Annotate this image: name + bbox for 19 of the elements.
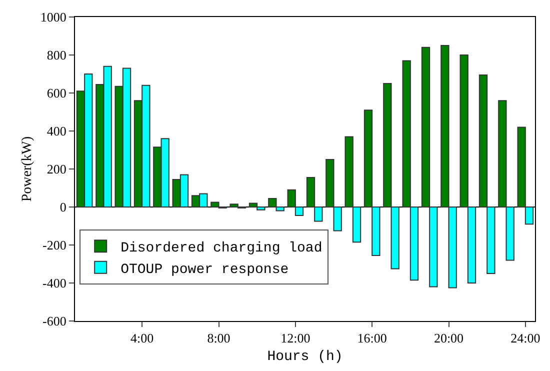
y-tick-label: -400 xyxy=(42,276,66,291)
y-tick-label: -600 xyxy=(42,314,66,329)
legend-label: OTOUP power response xyxy=(120,262,289,278)
y-axis-title: Power(kW) xyxy=(20,136,35,202)
y-tick-label: -200 xyxy=(42,238,66,253)
x-tick-label: 24:00 xyxy=(510,330,540,346)
x-tick-label: 12:00 xyxy=(280,330,310,346)
legend-label: Disordered charging load xyxy=(120,240,322,257)
x-tick-label: 20:00 xyxy=(434,330,464,346)
y-tick-label: 600 xyxy=(46,86,66,101)
x-tick-label: 16:00 xyxy=(357,330,387,346)
y-tick-label: 0 xyxy=(60,200,66,215)
y-tick-label: 400 xyxy=(46,124,66,139)
y-tick-label: 200 xyxy=(46,162,66,177)
x-tick-label: 4:00 xyxy=(130,330,154,346)
y-tick-label: 1000 xyxy=(40,10,66,25)
x-tick-label: 8:00 xyxy=(207,330,230,346)
y-tick-label: 800 xyxy=(46,48,66,63)
x-axis-title: Hours (h) xyxy=(267,348,343,365)
